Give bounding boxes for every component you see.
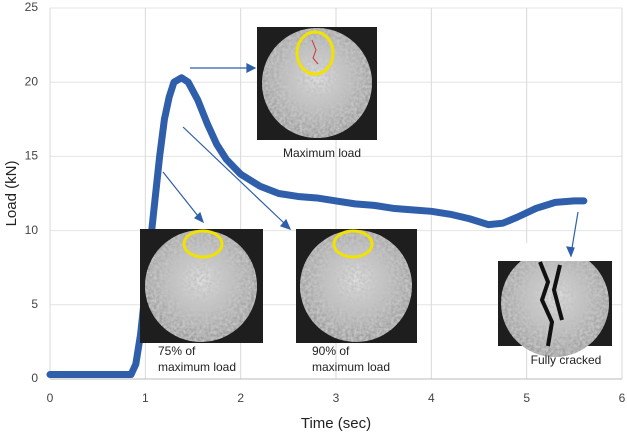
- x-tick-label: 6: [619, 391, 626, 405]
- x-tick-label: 4: [428, 391, 435, 405]
- x-tick-label: 0: [47, 391, 54, 405]
- y-tick-label: 10: [25, 223, 39, 237]
- y-tick-label: 15: [25, 149, 39, 163]
- y-tick-label: 0: [31, 371, 38, 385]
- x-tick-label: 5: [523, 391, 530, 405]
- photo: [296, 229, 417, 343]
- y-tick-label: 25: [25, 0, 39, 14]
- photo: [140, 229, 263, 343]
- x-axis-title: Time (sec): [301, 415, 371, 432]
- photos: [140, 27, 612, 357]
- photo: [498, 243, 612, 357]
- annotation: maximum load: [158, 360, 236, 374]
- arrows: [162, 63, 579, 258]
- annotation: 90% of: [312, 344, 350, 358]
- y-axis-title: Load (kN): [3, 161, 20, 227]
- x-tick-label: 3: [333, 391, 340, 405]
- annotation: Maximum load: [283, 146, 361, 160]
- y-tick-label: 20: [25, 74, 39, 88]
- annotation: 75% of: [158, 344, 196, 358]
- x-tick-label: 1: [142, 391, 149, 405]
- photo: [257, 27, 377, 140]
- x-tick-label: 2: [237, 391, 244, 405]
- annotation: maximum load: [312, 360, 390, 374]
- annotation: Fully cracked: [531, 353, 602, 367]
- y-tick-label: 5: [31, 297, 38, 311]
